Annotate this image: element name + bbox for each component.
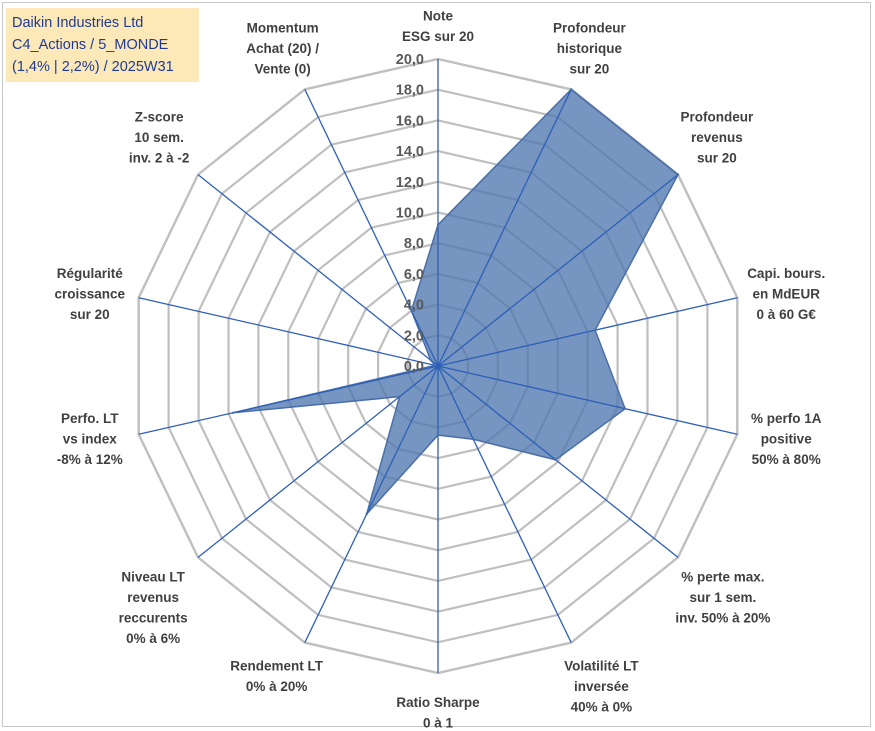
axis-label-line: Niveau LT: [121, 569, 185, 584]
axis-label: Z-score 10 sem. inv. 2 à -2: [129, 110, 190, 166]
axis-label: % perfo 1A positive 50% à 80%: [751, 411, 822, 467]
axis-spoke: [437, 297, 738, 367]
axis-label-line: Ratio Sharpe: [396, 695, 480, 710]
axis-label-line: Z-score: [135, 110, 184, 125]
axis-spoke: [138, 365, 439, 435]
axis-label-line: inversée: [574, 679, 629, 694]
radial-tick-label: 0,0: [404, 359, 424, 375]
data-point: [593, 328, 597, 332]
axis-label-line: revenus: [691, 130, 743, 145]
axis-label-line: Profondeur: [553, 20, 626, 35]
axis-label-line: Momentum: [247, 20, 319, 35]
axis-label-line: reccurents: [119, 610, 188, 625]
axis-label-line: ESG sur 20: [402, 29, 474, 44]
axis-label-line: Volatilité LT: [564, 659, 639, 674]
axis-label: Capi. bours. en MdEUR 0 à 60 G€: [747, 266, 825, 322]
axis-spoke: [437, 174, 679, 367]
axis-label: % perte max. sur 1 sem. inv. 50% à 20%: [675, 569, 770, 625]
data-point: [676, 173, 680, 176]
axis-label: Volatilité LT inversée 40% à 0%: [564, 659, 639, 715]
axis-label: Profondeur revenus sur 20: [681, 110, 754, 166]
data-point: [429, 359, 432, 362]
axis-label-line: inv. 50% à 20%: [675, 610, 770, 625]
axis-label-line: sur 20: [697, 151, 737, 166]
axis-label-line: 40% à 0%: [571, 700, 633, 715]
axis-spoke: [197, 174, 439, 367]
axis-label: Momentum Achat (20) / Vente (0): [246, 20, 319, 76]
axis-label-line: Rendement LT: [230, 659, 324, 674]
title-company: Daikin Industries Ltd: [12, 15, 144, 31]
axis-label-line: positive: [761, 431, 813, 446]
data-point: [410, 309, 413, 312]
axis-spoke: [304, 89, 439, 367]
radial-tick-label: 4,0: [404, 298, 424, 314]
chart-title-box: Daikin Industries Ltd C4_Actions / 5_MON…: [6, 8, 199, 82]
axis-spoke: [437, 365, 738, 435]
radial-tick-label: 16,0: [396, 113, 424, 129]
title-category: C4_Actions / 5_MONDE: [12, 37, 169, 53]
axis-label-line: croissance: [55, 287, 126, 302]
axis-label-line: 0 à 60 G€: [757, 307, 817, 322]
axis-label-line: -8% à 12%: [57, 452, 123, 467]
radial-tick-label: 2,0: [404, 328, 424, 344]
axis-label: Ratio Sharpe 0 à 1: [396, 695, 480, 731]
radial-tick-label: 12,0: [396, 175, 424, 191]
axis-label-line: sur 20: [70, 307, 110, 322]
axis-label-line: Régularité: [57, 266, 124, 281]
data-point: [570, 88, 573, 91]
data-point: [398, 395, 401, 398]
axis-label-line: vs index: [63, 431, 118, 446]
axis-spoke: [197, 365, 439, 558]
data-point: [623, 407, 627, 410]
axis-label-line: 0% à 6%: [126, 631, 180, 646]
axis-label-line: Capi. bours.: [747, 266, 825, 281]
axis-label-line: Profondeur: [681, 110, 754, 125]
axis-spoke: [437, 365, 572, 643]
axis-label-line: historique: [557, 41, 623, 56]
radial-tick-label: 20,0: [396, 52, 424, 68]
radial-tick-label: 14,0: [396, 144, 424, 160]
axis-label-line: sur 1 sem.: [690, 590, 757, 605]
title-period: (1,4% | 2,2%) / 2025W31: [12, 59, 174, 75]
data-point: [365, 512, 368, 516]
axis-label: Rendement LT 0% à 20%: [230, 659, 324, 695]
axis-spoke: [304, 365, 439, 643]
axis-label-line: 0% à 20%: [246, 679, 308, 694]
axis-label-line: Note: [423, 9, 453, 24]
axis-label-line: Achat (20) /: [246, 41, 319, 56]
data-point: [433, 364, 437, 367]
axis-spoke: [437, 89, 572, 367]
data-series-area: [232, 88, 679, 515]
axis-label-line: Vente (0): [254, 61, 310, 76]
axis-label-line: % perte max.: [681, 569, 764, 584]
axis-spoke: [437, 365, 679, 558]
axis-label: Profondeur historique sur 20: [553, 20, 626, 76]
axis-label: Régularité croissance sur 20: [55, 266, 126, 322]
axis-label-line: revenus: [127, 590, 179, 605]
data-point: [554, 458, 557, 461]
axis-label-line: en MdEUR: [752, 287, 820, 302]
radial-tick-label: 18,0: [396, 83, 424, 99]
axis-label-line: inv. 2 à -2: [129, 151, 190, 166]
axis-label: Niveau LT revenus reccurents 0% à 6%: [119, 569, 188, 646]
data-point: [436, 433, 440, 437]
axis-label-line: Perfo. LT: [61, 411, 119, 426]
axis-label-line: 50% à 80%: [752, 452, 821, 467]
axis-label-line: 0 à 1: [423, 716, 454, 731]
axis-label: Perfo. LT vs index -8% à 12%: [57, 411, 123, 467]
axis-label: Note ESG sur 20: [402, 9, 474, 45]
axis-label-line: % perfo 1A: [751, 411, 822, 426]
radial-tick-label: 8,0: [404, 236, 424, 252]
axis-spoke: [138, 297, 439, 367]
data-point: [472, 438, 475, 441]
axis-label-line: sur 20: [570, 61, 610, 76]
radial-tick-label: 10,0: [396, 206, 424, 222]
data-point: [231, 411, 235, 414]
data-point: [436, 223, 440, 226]
radial-tick-label: 6,0: [404, 267, 424, 283]
axis-label-line: 10 sem.: [134, 130, 184, 145]
